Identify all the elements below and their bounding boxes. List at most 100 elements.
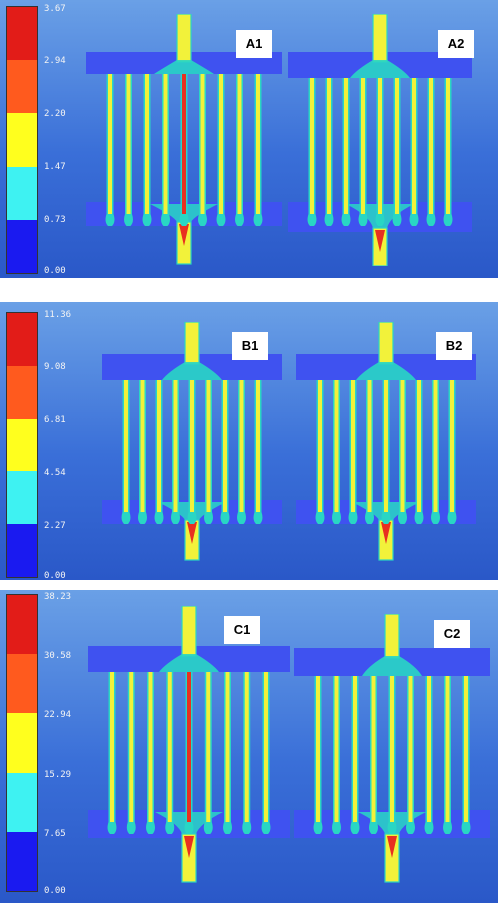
scale-segment-orange bbox=[7, 60, 37, 114]
channel-exit-plume bbox=[398, 512, 407, 524]
channel-exit-plume bbox=[237, 512, 246, 524]
channel-exit-plume bbox=[184, 822, 194, 834]
panel-label: C2 bbox=[434, 620, 470, 648]
channel bbox=[264, 672, 268, 822]
scale-tick: 4.54 bbox=[44, 468, 66, 478]
flow-field-svg bbox=[296, 322, 476, 561]
scale-tick: 0.73 bbox=[44, 215, 66, 225]
channel-exit-plume bbox=[204, 512, 213, 524]
simulation-panel-c1: C1 bbox=[88, 606, 290, 884]
inlet-pipe bbox=[378, 322, 394, 365]
channel bbox=[219, 74, 223, 214]
color-scale-bar bbox=[6, 6, 38, 274]
panel-label: A2 bbox=[438, 30, 474, 58]
outlet-hot-core bbox=[184, 836, 194, 858]
channel-exit-plume bbox=[126, 822, 136, 834]
channel bbox=[318, 380, 322, 512]
channel-exit-plume bbox=[365, 512, 374, 524]
channel bbox=[395, 78, 399, 214]
inlet-pipe bbox=[384, 614, 400, 659]
scale-segment-blue bbox=[7, 524, 37, 577]
channel bbox=[223, 380, 227, 512]
channel bbox=[353, 676, 357, 822]
channel bbox=[371, 676, 376, 822]
channel-exit-plume bbox=[443, 214, 453, 226]
scale-tick: 1.47 bbox=[44, 162, 66, 172]
channel bbox=[206, 672, 211, 822]
panel-label: B1 bbox=[232, 332, 268, 360]
channel-hot bbox=[182, 74, 186, 214]
channel-exit-plume bbox=[105, 214, 115, 226]
channel-exit-plume bbox=[387, 822, 397, 834]
scale-segment-yellow bbox=[7, 713, 37, 773]
channel bbox=[390, 676, 394, 822]
channel-exit-plume bbox=[138, 512, 147, 524]
simulation-panel-c2: C2 bbox=[294, 614, 490, 884]
scale-tick: 2.20 bbox=[44, 109, 66, 119]
channel-exit-plume bbox=[203, 822, 213, 834]
channel bbox=[124, 380, 128, 512]
channel bbox=[145, 74, 149, 214]
channel bbox=[446, 78, 450, 214]
channel-exit-plume bbox=[392, 214, 402, 226]
channel-exit-plume bbox=[307, 214, 317, 226]
flow-field-svg bbox=[86, 14, 282, 265]
inlet-pipe bbox=[181, 606, 197, 657]
channel bbox=[126, 74, 131, 214]
panel-label: A1 bbox=[236, 30, 272, 58]
channel-exit-plume bbox=[348, 512, 358, 524]
channel-exit-plume bbox=[426, 214, 436, 226]
scale-segment-cyan bbox=[7, 772, 37, 832]
scale-segment-cyan bbox=[7, 471, 37, 525]
channel-exit-plume bbox=[216, 214, 226, 226]
channel-exit-plume bbox=[350, 822, 360, 834]
scale-segment-red bbox=[7, 313, 37, 366]
channel bbox=[239, 380, 244, 512]
channel bbox=[427, 676, 431, 822]
channel-exit-plume bbox=[375, 214, 385, 226]
channel bbox=[351, 380, 355, 512]
channel-exit-plume bbox=[220, 512, 230, 524]
channel-hot bbox=[187, 672, 191, 822]
outlet-hot-core bbox=[381, 522, 391, 544]
panel-label: C1 bbox=[224, 616, 260, 644]
channel bbox=[310, 78, 314, 214]
channel bbox=[140, 380, 145, 512]
channel bbox=[316, 676, 320, 822]
flow-field-svg bbox=[294, 614, 490, 883]
channel-exit-plume bbox=[171, 512, 180, 524]
panel-label: B2 bbox=[436, 332, 472, 360]
channel-exit-plume bbox=[154, 512, 164, 524]
scale-tick: 30.58 bbox=[44, 651, 72, 661]
channel bbox=[327, 78, 331, 214]
channel bbox=[408, 676, 413, 822]
inlet-jet bbox=[162, 362, 222, 380]
scale-segment-red bbox=[7, 7, 37, 61]
channel-exit-plume bbox=[414, 512, 424, 524]
channel bbox=[256, 380, 260, 512]
row-a: 3.67 2.94 2.20 1.47 0.73 0.00 A1 A2 bbox=[0, 0, 498, 278]
channel-exit-plume bbox=[124, 214, 133, 226]
scale-segment-yellow bbox=[7, 418, 37, 472]
flow-field-svg bbox=[88, 606, 290, 883]
channel-exit-plume bbox=[187, 512, 197, 524]
channel-exit-plume bbox=[146, 822, 155, 834]
color-scale-bar bbox=[6, 312, 38, 578]
inlet-pipe bbox=[184, 322, 200, 365]
channel-exit-plume bbox=[165, 822, 175, 834]
channel bbox=[334, 380, 339, 512]
scale-tick: 9.08 bbox=[44, 362, 66, 372]
channel-exit-plume bbox=[332, 822, 341, 834]
channel-exit-plume bbox=[242, 822, 252, 834]
channel-exit-plume bbox=[406, 822, 415, 834]
channel bbox=[367, 380, 372, 512]
scale-segment-red bbox=[7, 595, 37, 655]
scale-segment-blue bbox=[7, 219, 37, 273]
scale-tick: 0.00 bbox=[44, 266, 66, 276]
flow-field-svg bbox=[102, 322, 282, 561]
scale-segment-yellow bbox=[7, 113, 37, 167]
outlet-hot-core bbox=[187, 522, 197, 544]
channel-exit-plume bbox=[223, 822, 232, 834]
channel-exit-plume bbox=[358, 214, 368, 226]
channel bbox=[400, 380, 405, 512]
